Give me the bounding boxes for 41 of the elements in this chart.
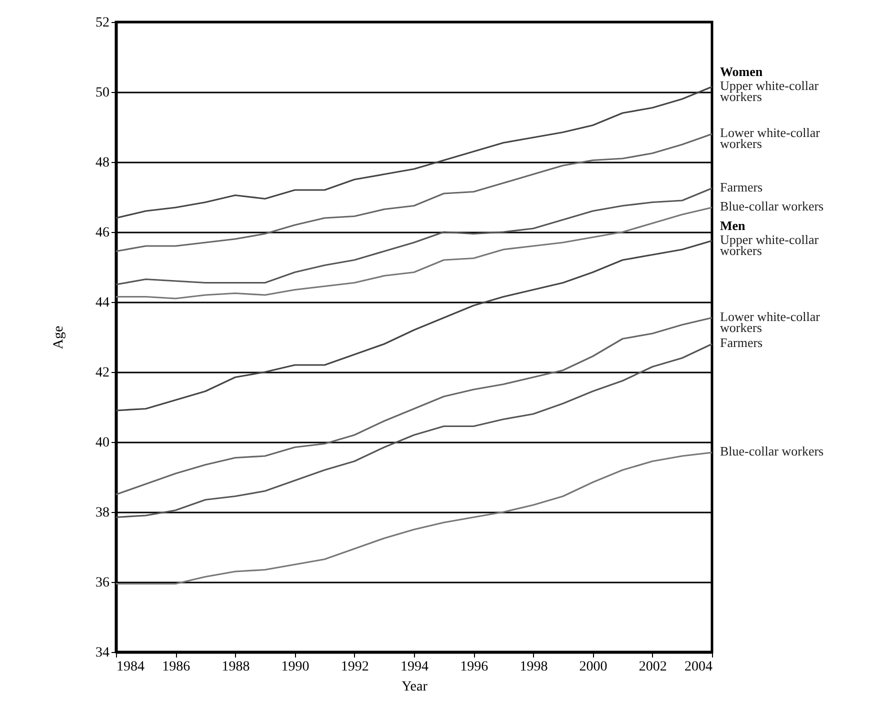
y-tick-label: 36 xyxy=(96,576,110,590)
x-tick-label: 1998 xyxy=(520,660,548,674)
y-tick-label: 44 xyxy=(96,296,110,310)
series-label: Farmers xyxy=(720,179,763,194)
x-tick-label: 1984 xyxy=(116,660,144,674)
line-series xyxy=(115,316,713,496)
series-label: Upper white-collar workers xyxy=(720,232,820,258)
x-tick-label: 2000 xyxy=(579,660,608,674)
y-axis-title: Age xyxy=(52,326,66,350)
line-series xyxy=(115,133,713,252)
series-label: Lower white-collar workers xyxy=(720,308,821,335)
line-series xyxy=(115,206,713,300)
line-series xyxy=(115,452,713,585)
y-tick-label: 52 xyxy=(96,16,110,30)
y-tick-label: 46 xyxy=(96,226,110,240)
y-tick-label: 42 xyxy=(96,366,110,380)
y-tick-label: 50 xyxy=(96,86,110,100)
line-series xyxy=(115,86,713,219)
x-tick-label: 1990 xyxy=(281,660,310,674)
series-label: Blue-collar workers xyxy=(720,198,824,214)
x-tick-label: 1996 xyxy=(460,660,488,674)
x-axis-title: Year xyxy=(402,680,428,694)
x-tick-label: 2002 xyxy=(638,660,667,674)
series-label: Blue-collar workers xyxy=(720,444,824,458)
y-tick-label: 38 xyxy=(96,506,110,520)
series-label: Lower white-collar workers xyxy=(720,125,821,151)
y-tick-label: 48 xyxy=(96,156,110,170)
x-tick-label: 1992 xyxy=(340,660,369,674)
y-tick-label: 40 xyxy=(96,436,110,450)
line-series xyxy=(115,240,713,412)
x-tick-label: 1994 xyxy=(400,660,428,674)
line-series xyxy=(115,343,713,518)
series-label: Upper white-collar workers xyxy=(720,78,820,104)
x-tick-label: 1988 xyxy=(222,660,250,674)
text: Women xyxy=(720,64,764,79)
text: Men xyxy=(720,218,746,233)
y-tick-label: 34 xyxy=(96,646,110,660)
series-label: Farmers xyxy=(720,335,763,350)
line-series xyxy=(115,187,713,286)
x-tick-label: 2004 xyxy=(684,660,712,674)
x-tick-label: 1986 xyxy=(162,660,190,674)
